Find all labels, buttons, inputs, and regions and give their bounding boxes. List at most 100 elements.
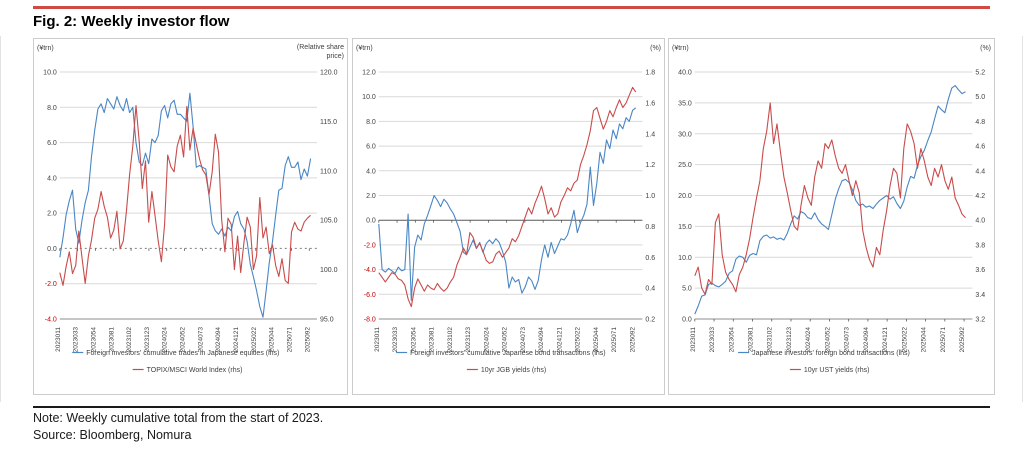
svg-text:-6.0: -6.0 [364, 292, 376, 299]
svg-text:2024052: 2024052 [824, 327, 831, 353]
svg-text:0.2: 0.2 [645, 317, 655, 324]
svg-text:-8.0: -8.0 [364, 317, 376, 324]
figure-note: Note: Weekly cumulative total from the s… [33, 411, 324, 425]
svg-text:2024052: 2024052 [502, 327, 509, 353]
svg-text:0.4: 0.4 [645, 286, 655, 293]
svg-text:2023033: 2023033 [73, 327, 80, 353]
chart-panel-equity-flow: -4.0 -2.0 0.0 2.0 4.0 6.0 8.0 10.0 95.0 100.0 105.… [33, 38, 348, 395]
svg-text:2.0: 2.0 [47, 211, 57, 218]
svg-text:2024121: 2024121 [556, 327, 563, 353]
svg-text:2.0: 2.0 [366, 193, 376, 200]
svg-text:2023081: 2023081 [108, 327, 115, 353]
svg-text:110.0: 110.0 [320, 168, 337, 175]
svg-text:95.0: 95.0 [320, 317, 334, 324]
figure-bottom-rule [33, 406, 990, 408]
svg-text:25.0: 25.0 [678, 162, 692, 169]
svg-text:4.6: 4.6 [975, 144, 985, 151]
svg-text:TOPIX/MSCI World Index (rhs): TOPIX/MSCI World Index (rhs) [147, 367, 243, 374]
svg-text:2024073: 2024073 [844, 327, 851, 353]
svg-text:3.8: 3.8 [975, 242, 985, 249]
svg-text:2023102: 2023102 [767, 327, 774, 353]
svg-text:2023033: 2023033 [709, 327, 716, 353]
svg-text:5.0: 5.0 [682, 286, 692, 293]
svg-text:2023102: 2023102 [447, 327, 454, 353]
svg-text:4.0: 4.0 [366, 168, 376, 175]
svg-text:-2.0: -2.0 [45, 281, 57, 288]
svg-text:12.0: 12.0 [362, 70, 376, 77]
svg-text:4.0: 4.0 [975, 218, 985, 225]
svg-text:0.8: 0.8 [645, 224, 655, 231]
svg-text:105.0: 105.0 [320, 218, 338, 225]
svg-text:(%): (%) [980, 45, 991, 52]
svg-text:2025044: 2025044 [593, 327, 600, 353]
svg-text:(Relative share: (Relative share [297, 44, 344, 51]
svg-text:4.8: 4.8 [975, 119, 985, 126]
svg-text:3.6: 3.6 [975, 267, 985, 274]
svg-text:10.0: 10.0 [678, 255, 692, 262]
svg-text:5.2: 5.2 [975, 70, 985, 77]
chart-panel-foreign-jgb-flow: -8.0 -6.0 -4.0 -2.0 0.0 2.0 4.0 6.0 8.0 10.0 12.0 0… [352, 38, 665, 395]
svg-text:(¥trn): (¥trn) [672, 45, 689, 52]
chart-panel-japanese-foreign-bond-flow: 0.0 5.0 10.0 15.0 20.0 25.0 30.0 35.0 40.0 3.2 3.4… [668, 38, 995, 395]
svg-text:2025071: 2025071 [286, 327, 293, 353]
svg-text:2024094: 2024094 [215, 327, 222, 353]
svg-text:5.0: 5.0 [975, 94, 985, 101]
svg-text:Japanese investors' foreign bo: Japanese investors' foreign bond transac… [752, 350, 910, 357]
svg-text:15.0: 15.0 [678, 224, 692, 231]
svg-text:2025022: 2025022 [251, 327, 258, 353]
svg-text:2025044: 2025044 [269, 327, 276, 353]
svg-text:price): price) [326, 53, 344, 60]
svg-text:35.0: 35.0 [678, 100, 692, 107]
svg-text:2025092: 2025092 [629, 327, 636, 353]
svg-text:2023102: 2023102 [126, 327, 133, 353]
svg-text:20.0: 20.0 [678, 193, 692, 200]
japanese-foreign-bond-flow-line-chart: 0.0 5.0 10.0 15.0 20.0 25.0 30.0 35.0 40.0 3.2 3.4… [672, 45, 991, 374]
foreign-bond-flow-line-chart: -8.0 -6.0 -4.0 -2.0 0.0 2.0 4.0 6.0 8.0 10.0 12.0 0… [356, 45, 661, 374]
svg-text:1.0: 1.0 [645, 193, 655, 200]
svg-text:Foreign investors' cumulative: Foreign investors' cumulative Japanese b… [410, 350, 606, 357]
svg-text:2024024: 2024024 [162, 327, 169, 353]
svg-text:-2.0: -2.0 [364, 242, 376, 249]
svg-text:2024073: 2024073 [197, 327, 204, 353]
svg-text:(¥trn): (¥trn) [37, 45, 54, 52]
svg-text:0.6: 0.6 [645, 255, 655, 262]
left-page-edge [0, 36, 1, 402]
svg-text:2025092: 2025092 [304, 327, 311, 353]
svg-text:2025071: 2025071 [611, 327, 618, 353]
svg-text:10.0: 10.0 [43, 70, 57, 77]
svg-text:1.6: 1.6 [645, 100, 655, 107]
svg-text:0.0: 0.0 [682, 317, 692, 324]
svg-text:4.2: 4.2 [975, 193, 985, 200]
svg-text:40.0: 40.0 [678, 70, 692, 77]
svg-text:2023123: 2023123 [786, 327, 793, 353]
svg-text:Foreign investors' cumulative: Foreign investors' cumulative trades in … [86, 350, 279, 357]
svg-text:3.2: 3.2 [975, 317, 985, 324]
svg-text:2024094: 2024094 [863, 327, 870, 353]
svg-text:120.0: 120.0 [320, 70, 338, 77]
svg-text:2024024: 2024024 [805, 327, 812, 353]
svg-text:2024094: 2024094 [538, 327, 545, 353]
svg-text:2023054: 2023054 [410, 327, 417, 353]
svg-text:2023081: 2023081 [429, 327, 436, 353]
svg-text:2023054: 2023054 [90, 327, 97, 353]
svg-text:8.0: 8.0 [366, 119, 376, 126]
svg-text:0.0: 0.0 [47, 246, 57, 253]
svg-text:2025092: 2025092 [959, 327, 966, 353]
svg-text:3.4: 3.4 [975, 292, 985, 299]
svg-text:2024121: 2024121 [233, 327, 240, 353]
svg-text:2024052: 2024052 [180, 327, 187, 353]
svg-text:6.0: 6.0 [366, 144, 376, 151]
right-page-edge [1022, 36, 1023, 402]
svg-text:2024024: 2024024 [483, 327, 490, 353]
svg-text:2024121: 2024121 [882, 327, 889, 353]
svg-text:(%): (%) [650, 45, 661, 52]
svg-text:4.0: 4.0 [47, 175, 57, 182]
svg-text:8.0: 8.0 [47, 105, 57, 112]
svg-text:2023011: 2023011 [55, 327, 62, 352]
svg-text:30.0: 30.0 [678, 131, 692, 138]
figure-title: Fig. 2: Weekly investor flow [33, 13, 230, 30]
svg-text:2023081: 2023081 [748, 327, 755, 353]
svg-text:10yr JGB yields (rhs): 10yr JGB yields (rhs) [481, 367, 546, 374]
figure-source: Source: Bloomberg, Nomura [33, 428, 192, 442]
